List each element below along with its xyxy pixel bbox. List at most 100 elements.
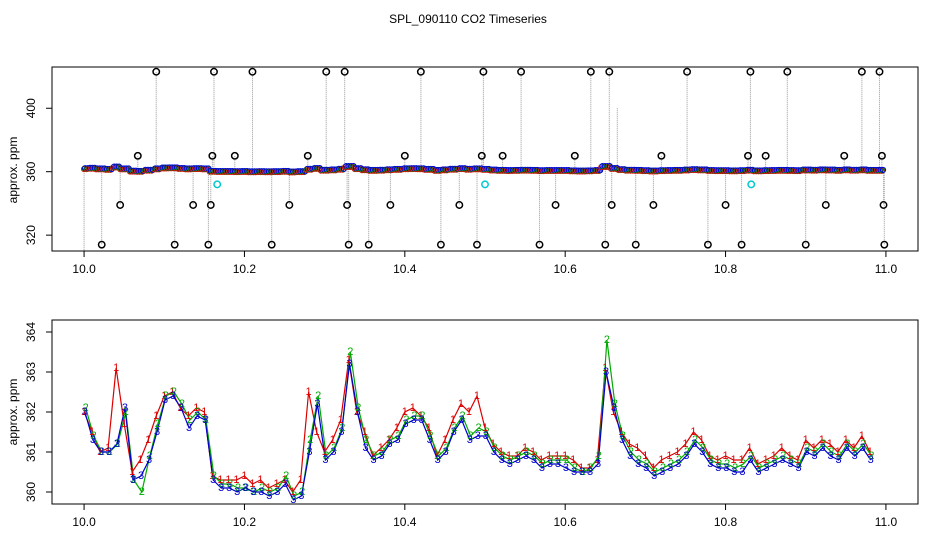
point-label-series-2: 2 — [596, 450, 602, 462]
point-label-series-2: 2 — [363, 434, 369, 446]
point-label-series-3: 3 — [699, 446, 705, 458]
point-label-series-1: 1 — [97, 446, 103, 458]
point-label-series-3: 3 — [306, 446, 312, 458]
spike-point — [821, 201, 830, 209]
spike-point — [607, 201, 616, 209]
y-tick-label: 360 — [24, 482, 38, 502]
panel-top-timeseries: 10.0 10.2 10.4 10.6 10.8 11.0 320 360 400 approx.… — [6, 66, 919, 276]
point-label-series-3: 3 — [354, 406, 360, 418]
point-label-series-2: 2 — [307, 434, 313, 446]
point-label-series-2: 2 — [211, 470, 217, 482]
series-line-2 — [85, 339, 872, 497]
y-tick-label: 400 — [24, 98, 38, 118]
cyan-outlier-point — [213, 180, 222, 189]
point-label-series-2: 2 — [83, 402, 89, 414]
point-label-series-1: 1 — [466, 406, 472, 418]
point-label-series-1: 1 — [602, 362, 608, 374]
point-label-series-1: 1 — [546, 450, 552, 462]
point-label-series-1: 1 — [851, 442, 857, 454]
point-label-series-3: 3 — [106, 446, 112, 458]
point-label-series-1: 1 — [458, 398, 464, 410]
point-label-series-3: 3 — [411, 414, 417, 426]
point-label-series-2: 2 — [147, 450, 153, 462]
point-label-series-2: 2 — [588, 462, 594, 474]
point-label-series-1: 1 — [273, 478, 279, 490]
point-label-series-3: 3 — [787, 458, 793, 470]
point-label-series-2: 2 — [492, 442, 498, 454]
point-label-series-2: 2 — [291, 490, 297, 502]
point-label-series-1: 1 — [362, 426, 368, 438]
point-label-series-3: 3 — [619, 434, 625, 446]
point-label-series-2: 2 — [644, 458, 650, 470]
x-tick-label: 10.2 — [233, 262, 257, 276]
point-label-series-1: 1 — [867, 446, 873, 458]
y-axis-label: approx. ppm — [6, 137, 20, 204]
plot-box — [51, 66, 919, 252]
point-label-series-2: 2 — [652, 466, 658, 478]
point-label-series-3: 3 — [828, 450, 834, 462]
point-label-series-2: 2 — [339, 422, 345, 434]
point-label-series-1: 1 — [706, 450, 712, 462]
point-label-series-3: 3 — [298, 490, 304, 502]
point-label-series-3: 3 — [419, 414, 425, 426]
spike-point — [248, 67, 257, 76]
point-label-series-2: 2 — [323, 450, 329, 462]
point-label-series-2: 2 — [219, 478, 225, 490]
spike-point — [535, 240, 544, 249]
point-label-series-1: 1 — [217, 474, 223, 486]
point-label-series-2: 2 — [516, 450, 522, 462]
point-label-series-3: 3 — [226, 482, 232, 494]
point-label-series-1: 1 — [193, 402, 199, 414]
plot-area — [80, 67, 889, 251]
point-label-series-2: 2 — [371, 450, 377, 462]
point-label-series-2: 2 — [468, 430, 474, 442]
point-label-series-2: 2 — [451, 422, 457, 434]
spike-point — [683, 67, 692, 76]
point-label-series-3: 3 — [282, 478, 288, 490]
spike-point — [477, 151, 486, 160]
point-label-series-3: 3 — [539, 462, 545, 474]
point-label-series-1: 1 — [105, 442, 111, 454]
point-label-series-3: 3 — [491, 446, 497, 458]
point-label-series-2: 2 — [724, 458, 730, 470]
spike-point — [840, 151, 849, 160]
point-label-series-3: 3 — [595, 458, 601, 470]
spike-point — [340, 67, 349, 76]
point-label-series-3: 3 — [643, 462, 649, 474]
point-label-series-1: 1 — [690, 426, 696, 438]
point-label-series-2: 2 — [235, 482, 241, 494]
point-label-series-2: 2 — [660, 462, 666, 474]
point-label-series-3: 3 — [483, 430, 489, 442]
point-label-series-1: 1 — [298, 474, 304, 486]
point-label-series-1: 1 — [410, 402, 416, 414]
point-label-series-2: 2 — [860, 438, 866, 450]
point-label-series-1: 1 — [346, 354, 352, 366]
point-label-series-3: 3 — [370, 454, 376, 466]
point-label-series-3: 3 — [403, 418, 409, 430]
y-tick-label: 362 — [24, 402, 38, 422]
point-label-series-1: 1 — [634, 442, 640, 454]
point-label-series-3: 3 — [611, 402, 617, 414]
point-label-series-1: 1 — [538, 454, 544, 466]
point-label-series-1: 1 — [322, 446, 328, 458]
point-label-series-2: 2 — [532, 450, 538, 462]
point-label-series-3: 3 — [635, 458, 641, 470]
point-label-series-1: 1 — [618, 426, 624, 438]
chart-title: SPL_090110 CO2 Timeseries — [389, 12, 547, 26]
spike-point — [744, 151, 752, 160]
point-label-series-1: 1 — [787, 450, 793, 462]
x-tick-label: 10.6 — [554, 515, 578, 529]
point-label-series-1: 1 — [666, 450, 672, 462]
x-tick-label: 10.4 — [393, 515, 417, 529]
point-label-series-2: 2 — [548, 454, 554, 466]
point-label-series-3: 3 — [114, 438, 120, 450]
spike-point — [267, 240, 276, 249]
point-label-series-3: 3 — [555, 458, 561, 470]
point-label-series-2: 2 — [844, 438, 850, 450]
point-label-series-2: 2 — [828, 446, 834, 458]
point-label-series-3: 3 — [844, 442, 850, 454]
point-label-series-3: 3 — [723, 462, 729, 474]
point-label-series-3: 3 — [683, 450, 689, 462]
point-label-series-1: 1 — [803, 434, 809, 446]
